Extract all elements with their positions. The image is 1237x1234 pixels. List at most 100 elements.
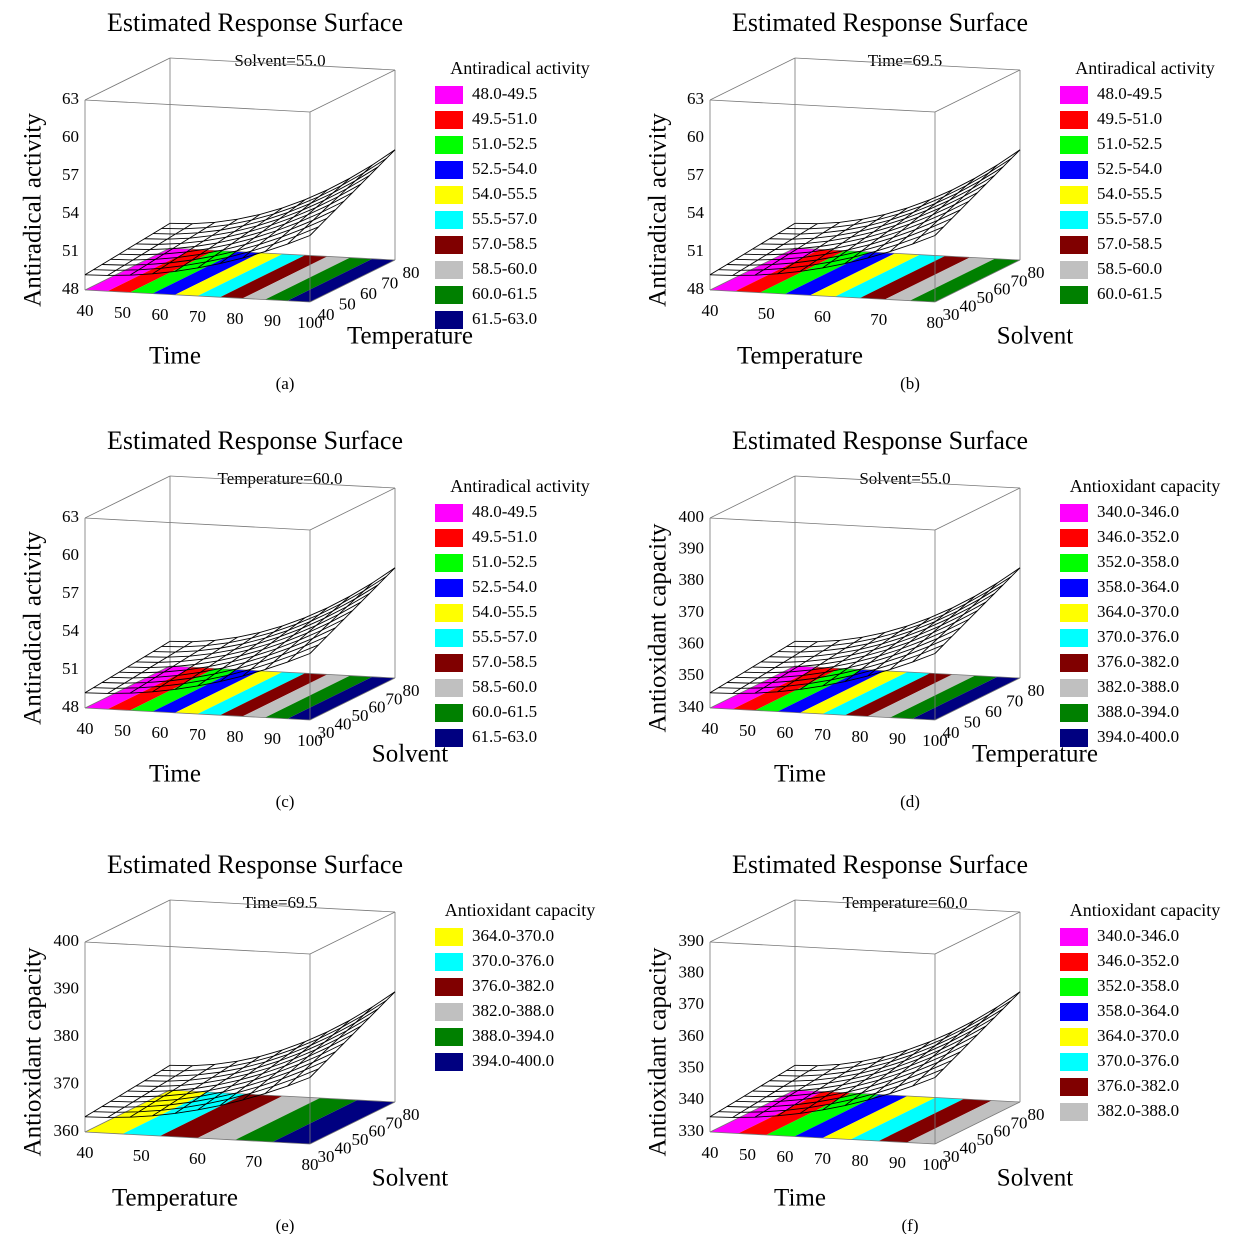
x-tick-label: 70 xyxy=(870,310,887,329)
panel-title: Estimated Response Surface xyxy=(107,850,403,879)
y-tick-label: 40 xyxy=(960,1139,977,1158)
z-axis-label: Antiradical activity xyxy=(20,113,47,307)
z-tick-label: 400 xyxy=(679,507,705,526)
legend-label: 388.0-394.0 xyxy=(472,1026,554,1045)
surface-mesh xyxy=(169,149,396,225)
box-edge xyxy=(309,911,396,955)
z-tick-label: 350 xyxy=(679,1058,705,1077)
surface-mesh xyxy=(161,157,387,230)
legend-label: 60.0-61.5 xyxy=(472,284,537,303)
legend-label: 376.0-382.0 xyxy=(472,976,554,995)
legend-label: 364.0-370.0 xyxy=(472,926,554,945)
y-tick-label: 50 xyxy=(339,294,356,313)
caption: (d) xyxy=(900,792,920,811)
legend-label: 346.0-352.0 xyxy=(1097,951,1179,970)
z-tick-label: 370 xyxy=(54,1073,80,1092)
x-tick-label: 90 xyxy=(889,1153,906,1172)
legend-swatch xyxy=(435,679,463,697)
floor-band xyxy=(235,1098,358,1142)
legend-label: 370.0-376.0 xyxy=(1097,627,1179,646)
legend-swatch xyxy=(435,704,463,722)
x-tick-label: 50 xyxy=(739,1145,756,1164)
legend-label: 49.5-51.0 xyxy=(472,527,537,546)
surface-mesh xyxy=(219,199,306,264)
y-axis-label: Solvent xyxy=(997,323,1073,350)
legend-swatch xyxy=(435,211,463,229)
x-tick-label: 100 xyxy=(297,731,323,750)
y-tick-label: 40 xyxy=(960,297,977,316)
legend-label: 52.5-54.0 xyxy=(472,159,537,178)
z-tick-label: 63 xyxy=(687,89,704,108)
caption: (f) xyxy=(902,1216,919,1234)
legend-title: Antioxidant capacity xyxy=(1070,900,1220,920)
panel-subtitle: Solvent=55.0 xyxy=(859,469,950,488)
surface-mesh xyxy=(127,192,353,251)
legend-swatch xyxy=(1060,654,1088,672)
z-tick-label: 60 xyxy=(687,127,704,146)
legend-swatch xyxy=(1060,186,1088,204)
panel-subtitle: Time=69.5 xyxy=(243,893,318,912)
floor-band xyxy=(885,257,995,301)
surface-mesh xyxy=(169,567,396,643)
box-edge xyxy=(84,247,171,291)
legend-label: 370.0-376.0 xyxy=(472,951,554,970)
z-tick-label: 48 xyxy=(62,279,79,298)
floor-band xyxy=(760,250,870,294)
x-tick-label: 80 xyxy=(227,727,244,746)
box-edge xyxy=(84,707,311,721)
z-tick-label: 390 xyxy=(679,539,705,558)
legend-label: 388.0-394.0 xyxy=(1097,702,1179,721)
panel-title: Estimated Response Surface xyxy=(107,426,403,455)
z-tick-label: 370 xyxy=(679,994,705,1013)
z-axis-label: Antioxidant capacity xyxy=(645,947,672,1156)
legend-label: 352.0-358.0 xyxy=(1097,552,1179,571)
floor-band xyxy=(860,256,970,300)
floor-band xyxy=(867,674,975,718)
box-edge xyxy=(309,487,396,531)
legend-label: 340.0-346.0 xyxy=(1097,502,1179,521)
floor-band xyxy=(850,1097,964,1141)
surface-mesh xyxy=(769,1017,995,1082)
x-tick-label: 60 xyxy=(152,723,169,742)
box-edge xyxy=(709,707,936,721)
legend-label: 54.0-55.5 xyxy=(472,602,537,621)
x-tick-label: 70 xyxy=(189,725,206,744)
surface-mesh xyxy=(219,617,306,682)
legend-swatch xyxy=(435,161,463,179)
z-tick-label: 350 xyxy=(679,665,705,684)
legend-label: 51.0-52.5 xyxy=(472,552,537,571)
box-edge xyxy=(84,1089,171,1133)
y-tick-label: 40 xyxy=(943,723,960,742)
surface-mesh xyxy=(844,1041,931,1106)
legend-label: 358.0-364.0 xyxy=(1097,577,1179,596)
legend-swatch xyxy=(1060,579,1088,597)
floor-band xyxy=(265,257,373,301)
legend-title: Antioxidant capacity xyxy=(1070,476,1220,496)
x-tick-label: 90 xyxy=(264,311,281,330)
surface-mesh xyxy=(844,617,931,682)
floor-band xyxy=(107,249,215,293)
x-tick-label: 70 xyxy=(245,1152,262,1171)
legend-label: 58.5-60.0 xyxy=(472,677,537,696)
y-axis-label: Solvent xyxy=(997,1165,1073,1192)
legend-swatch xyxy=(435,236,463,254)
x-axis-label: Time xyxy=(774,1185,826,1212)
x-tick-label: 80 xyxy=(927,313,944,332)
floor-band xyxy=(242,256,350,300)
floor-band xyxy=(272,1100,395,1144)
x-tick-label: 40 xyxy=(77,719,94,738)
z-tick-label: 63 xyxy=(62,507,79,526)
y-tick-label: 50 xyxy=(964,712,981,731)
legend-swatch xyxy=(435,604,463,622)
floor-band xyxy=(822,672,930,716)
x-tick-label: 80 xyxy=(852,1151,869,1170)
surface-mesh xyxy=(287,582,373,663)
surface-mesh xyxy=(889,1019,976,1094)
floor-band xyxy=(220,673,328,717)
surface-mesh xyxy=(144,175,370,240)
z-tick-label: 360 xyxy=(679,634,705,653)
legend-label: 61.5-63.0 xyxy=(472,309,537,328)
panel-title: Estimated Response Surface xyxy=(732,8,1028,37)
legend-label: 376.0-382.0 xyxy=(1097,652,1179,671)
box-edge xyxy=(709,665,796,709)
